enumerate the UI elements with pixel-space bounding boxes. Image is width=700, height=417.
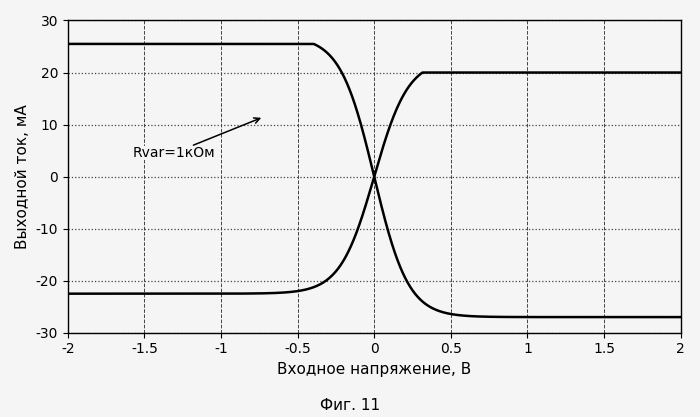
Y-axis label: Выходной ток, мА: Выходной ток, мА: [15, 104, 30, 249]
Text: Rvar=1кОм: Rvar=1кОм: [132, 118, 260, 160]
Text: Фиг. 11: Фиг. 11: [320, 398, 380, 413]
X-axis label: Входное напряжение, В: Входное напряжение, В: [277, 362, 471, 377]
